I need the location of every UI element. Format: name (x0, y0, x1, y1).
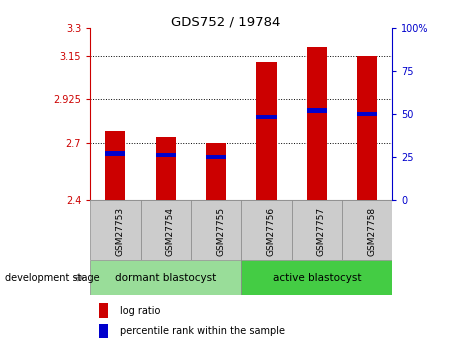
Text: GSM27757: GSM27757 (317, 207, 326, 256)
Bar (256, 62, 276, 200)
Bar (256, 115, 276, 119)
Bar (206, 155, 226, 159)
Bar (99, 324, 108, 338)
Bar (90, 260, 241, 295)
Text: dormant blastocyst: dormant blastocyst (115, 273, 216, 283)
Bar (106, 131, 125, 200)
Text: percentile rank within the sample: percentile rank within the sample (120, 326, 285, 336)
Text: GDS752 / 19784: GDS752 / 19784 (171, 16, 280, 29)
Bar (156, 153, 176, 157)
Bar (307, 47, 327, 200)
Bar (191, 200, 241, 260)
Bar (99, 303, 108, 317)
Bar (292, 200, 342, 260)
Bar (206, 142, 226, 200)
Bar (90, 200, 141, 260)
Bar (241, 260, 392, 295)
Bar (307, 108, 327, 112)
Text: GSM27756: GSM27756 (267, 207, 276, 256)
Bar (357, 112, 377, 116)
Text: log ratio: log ratio (120, 306, 160, 315)
Bar (342, 200, 392, 260)
Bar (357, 56, 377, 200)
Bar (241, 200, 292, 260)
Text: active blastocyst: active blastocyst (272, 273, 361, 283)
Text: development stage: development stage (5, 273, 99, 283)
Text: GSM27758: GSM27758 (367, 207, 376, 256)
Bar (141, 200, 191, 260)
Text: GSM27755: GSM27755 (216, 207, 225, 256)
Text: GSM27754: GSM27754 (166, 207, 175, 256)
Bar (106, 151, 125, 156)
Bar (156, 137, 176, 200)
Text: GSM27753: GSM27753 (115, 207, 124, 256)
